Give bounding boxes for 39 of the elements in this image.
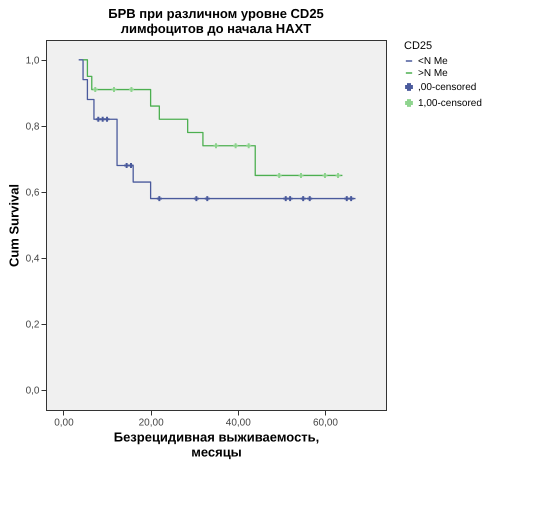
point xyxy=(128,87,134,92)
point xyxy=(128,163,134,168)
legend-label: 1,00-censored xyxy=(418,98,482,109)
point xyxy=(300,196,306,202)
point xyxy=(283,196,288,202)
point xyxy=(92,87,98,92)
y-tick-label: 0,8 xyxy=(26,121,40,132)
point xyxy=(156,196,162,202)
y-axis-title: Cum Survival xyxy=(6,184,22,268)
legend-label: <N Me xyxy=(418,56,448,67)
legend-title: CD25 xyxy=(404,40,432,52)
point xyxy=(307,196,312,202)
x-tick-label: 60,00 xyxy=(312,418,338,428)
x-axis-title: Безрецидивная выживаемость, месяцы xyxy=(114,430,320,460)
point xyxy=(233,143,238,148)
y-tick-label: 0,6 xyxy=(26,187,40,198)
legend-label: ,00-censored xyxy=(418,82,476,93)
point xyxy=(194,196,199,202)
point xyxy=(204,196,210,202)
x-tick-label: 40,00 xyxy=(226,418,252,428)
x-tick-label: 20,00 xyxy=(138,418,164,428)
y-tick-label: 1,0 xyxy=(26,55,40,66)
point xyxy=(322,172,328,178)
chart-title: БРВ при различном уровне CD25 лимфоцитов до начала НАХТ xyxy=(108,6,324,36)
point xyxy=(214,143,218,148)
y-tick-label: 0,4 xyxy=(26,254,40,265)
point xyxy=(112,87,116,92)
y-tick-label: 0,2 xyxy=(26,320,40,331)
y-tick-label: 0,0 xyxy=(26,386,40,397)
point xyxy=(336,172,341,178)
point xyxy=(276,172,282,178)
x-tick-label: 0,00 xyxy=(54,418,74,428)
point xyxy=(298,172,304,178)
point xyxy=(104,116,110,122)
legend-label: >N Me xyxy=(418,68,448,79)
point xyxy=(288,196,293,202)
point xyxy=(348,196,354,202)
point xyxy=(246,143,252,148)
point xyxy=(100,116,106,122)
